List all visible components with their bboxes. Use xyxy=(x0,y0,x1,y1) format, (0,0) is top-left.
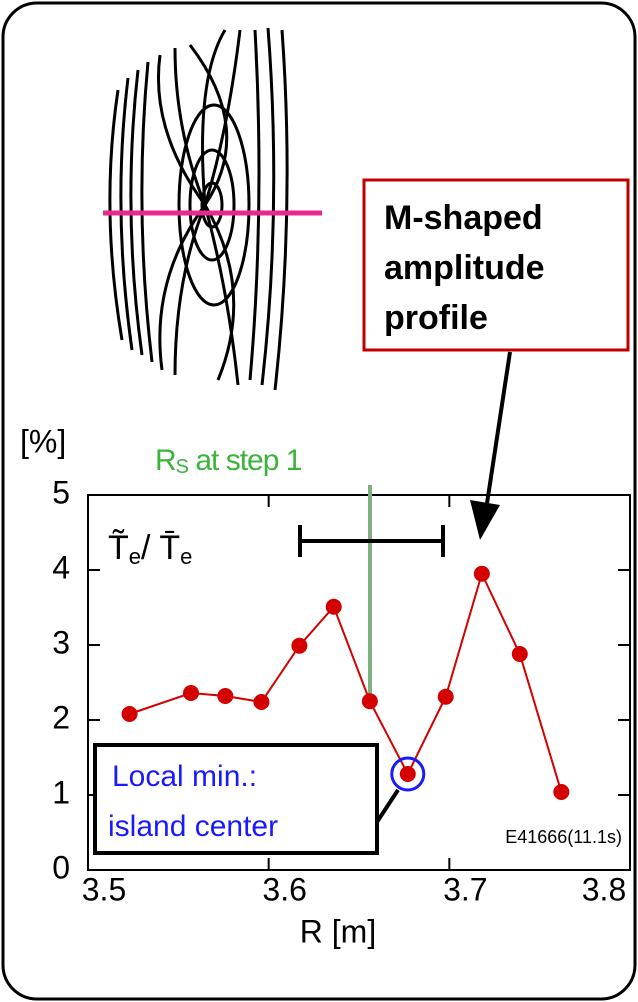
y-label-part: e xyxy=(180,544,192,569)
figure: M-shaped amplitude profile [%] RS at ste… xyxy=(0,0,638,1002)
data-point xyxy=(553,784,569,800)
y-label-part: / xyxy=(141,529,159,567)
y-tick-label: 4 xyxy=(52,549,70,585)
data-point xyxy=(183,685,199,701)
note-text: island center xyxy=(108,810,278,843)
note-text: Local min.: xyxy=(112,760,257,793)
x-tick-label: 3.6 xyxy=(262,871,306,907)
data-point xyxy=(512,646,528,662)
callout-text: amplitude xyxy=(384,249,545,287)
data-point xyxy=(400,766,416,782)
data-point xyxy=(122,706,138,722)
y-label-part: T̄ xyxy=(159,529,180,567)
y-tick-label: 1 xyxy=(52,774,70,810)
x-tick-label: 3.8 xyxy=(582,871,626,907)
callout-text: M-shaped xyxy=(384,199,543,237)
y-tick-label: 2 xyxy=(52,699,70,735)
data-point xyxy=(217,688,233,704)
callout-text: profile xyxy=(384,299,488,337)
y-label: T̃e/ T̄e xyxy=(108,528,192,568)
y-tick-label: 3 xyxy=(52,624,70,660)
shot-label: E41666(11.1s) xyxy=(505,827,622,847)
y-unit: [%] xyxy=(20,423,66,459)
x-label: R [m] xyxy=(300,913,376,949)
y-tick-label: 0 xyxy=(52,849,70,885)
data-point xyxy=(253,694,269,710)
rs-sub: S xyxy=(176,456,189,478)
x-tick-label: 3.5 xyxy=(82,871,126,907)
data-point xyxy=(474,566,490,582)
rs-main: R xyxy=(155,444,176,477)
x-tick-label: 3.7 xyxy=(443,871,487,907)
y-tick-label: 5 xyxy=(52,474,70,510)
y-label-part: T̃ xyxy=(108,528,129,567)
data-point xyxy=(438,689,454,705)
data-point xyxy=(326,599,342,615)
rs-rest: at step 1 xyxy=(188,444,302,477)
y-label-part: e xyxy=(129,544,141,569)
data-point xyxy=(291,638,307,654)
data-point xyxy=(362,693,378,709)
